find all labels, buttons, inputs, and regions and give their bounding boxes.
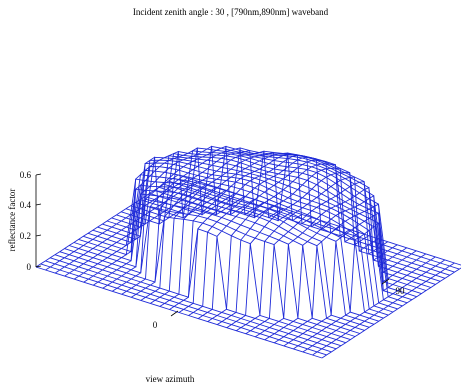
z-tick-label-0: 0 xyxy=(27,262,32,272)
wire-line-v-2 xyxy=(45,260,332,353)
wire-line-v-3 xyxy=(50,257,337,350)
azimuth-tick-90 xyxy=(381,278,390,285)
wire-line-v-7 xyxy=(68,198,356,337)
wire-line-v-28 xyxy=(168,180,455,273)
wire-line-v-30 xyxy=(177,174,461,266)
x-axis-label: view azimuth xyxy=(145,374,195,384)
wire-line-v-20 xyxy=(130,150,417,298)
wire-line-v-24 xyxy=(149,145,436,285)
z-tick-1 xyxy=(35,234,42,237)
wire-line-u-12 xyxy=(150,151,293,304)
azimuth-tick-0 xyxy=(170,310,179,317)
wire-line-v-1 xyxy=(40,263,327,356)
wire-line-v-13 xyxy=(97,169,384,319)
azimuth-tick-label-0: 0 xyxy=(153,320,158,330)
z-tick-label-2: 0.4 xyxy=(20,200,32,210)
wire-line-v-16 xyxy=(111,159,398,310)
z-tick-3 xyxy=(35,173,42,176)
wire-line-v-11 xyxy=(87,178,375,325)
wire-line-v-18 xyxy=(121,155,408,304)
wire-line-v-4 xyxy=(54,228,342,347)
wireframe-surface xyxy=(35,145,461,359)
axes: 0 0.2 0.4 0.6 0 90 xyxy=(20,170,405,330)
wire-line-v-6 xyxy=(64,205,351,341)
y-axis-label: reflectance factor xyxy=(7,188,17,252)
wire-line-v-29 xyxy=(173,177,460,270)
z-tick-2 xyxy=(35,203,42,206)
azimuth-tick-label-1: 90 xyxy=(396,286,406,296)
chart-title: Incident zenith angle : 30 , [790nm,890n… xyxy=(132,7,329,17)
wire-line-v-0 xyxy=(35,266,323,359)
wire-line-v-15 xyxy=(106,162,394,313)
z-tick-0 xyxy=(35,265,42,268)
wire-line-v-23 xyxy=(144,145,432,288)
wire-line-v-21 xyxy=(135,150,422,295)
z-tick-label-3: 0.6 xyxy=(20,170,32,180)
wire-line-v-27 xyxy=(163,152,450,276)
wire-line-v-10 xyxy=(83,184,370,328)
z-tick-label-1: 0.2 xyxy=(20,231,31,241)
wire-line-v-19 xyxy=(125,153,413,301)
wire-line-v-9 xyxy=(78,188,365,331)
wire-line-v-5 xyxy=(59,216,346,344)
wire-line-v-22 xyxy=(139,147,427,291)
wire-line-v-14 xyxy=(102,166,389,316)
